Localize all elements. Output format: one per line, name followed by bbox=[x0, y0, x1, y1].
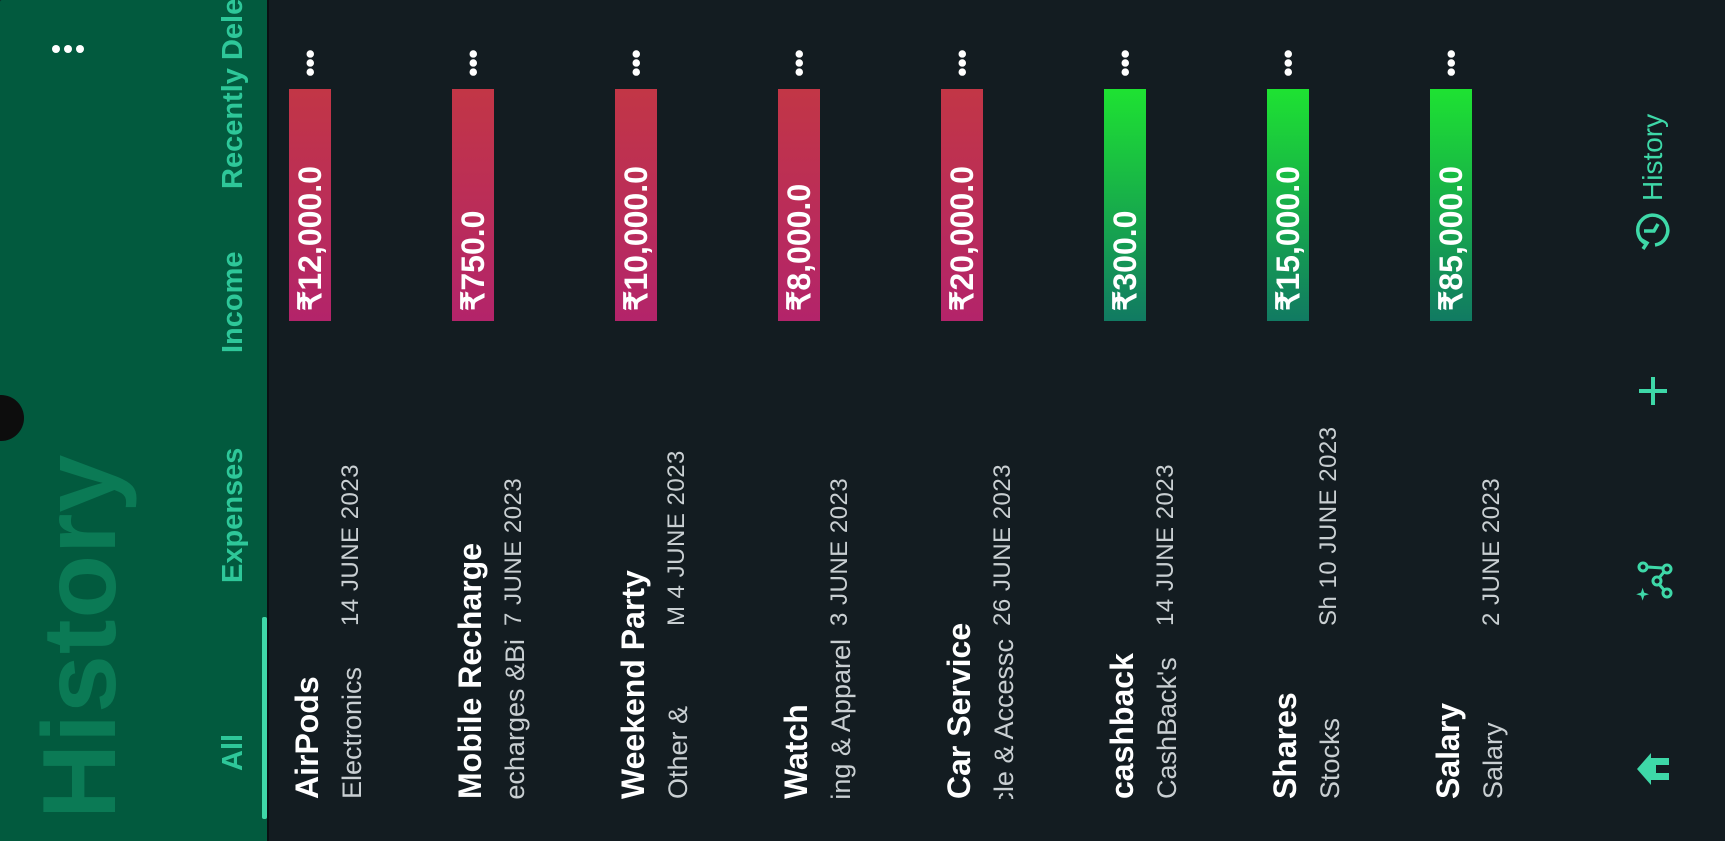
transaction-row[interactable]: cashback CashBack's 14 JUNE 2023 ₹300.0 ••• bbox=[1102, 0, 1232, 841]
app-header: History All Expenses Income Recently Del… bbox=[0, 0, 267, 841]
camera-cutout bbox=[0, 395, 24, 441]
transaction-date: Sh 10 JUNE 2023 bbox=[1315, 426, 1342, 626]
transaction-amount: ₹750.0 bbox=[452, 89, 494, 321]
more-horiz-icon[interactable]: ••• bbox=[1273, 49, 1303, 77]
transaction-category: Salary bbox=[1478, 722, 1508, 799]
transaction-title: cashback bbox=[1104, 653, 1140, 799]
transaction-category: Stocks bbox=[1315, 717, 1345, 799]
transaction-date: 3 JUNE 2023 bbox=[826, 477, 853, 626]
transaction-amount: ₹300.0 bbox=[1104, 89, 1146, 321]
transaction-category: hicle & Accessc bbox=[989, 639, 1019, 799]
transaction-category: Recharges &Bi bbox=[500, 639, 530, 799]
more-horiz-icon[interactable]: ••• bbox=[1436, 49, 1466, 77]
nav-history[interactable]: History bbox=[1580, 21, 1725, 251]
page-title: History bbox=[22, 453, 138, 819]
more-horiz-icon[interactable]: ••• bbox=[295, 49, 325, 77]
transaction-date: 26 JUNE 2023 bbox=[989, 463, 1016, 626]
transaction-amount: ₹15,000.0 bbox=[1267, 89, 1309, 321]
more-horiz-icon[interactable]: ••• bbox=[947, 49, 977, 77]
plus-icon bbox=[1636, 374, 1670, 408]
transaction-row[interactable]: AirPods Electronics 14 JUNE 2023 ₹12,000.0 •… bbox=[287, 0, 417, 841]
transaction-date: 2 JUNE 2023 bbox=[1478, 477, 1505, 626]
transaction-title: Car Service bbox=[941, 622, 977, 799]
more-horiz-icon[interactable]: ••• bbox=[458, 49, 488, 77]
history-icon bbox=[1633, 211, 1673, 251]
tab-income[interactable]: Income bbox=[217, 251, 249, 353]
bottom-navigation: History bbox=[1580, 0, 1725, 841]
transaction-date: 14 JUNE 2023 bbox=[337, 463, 364, 626]
transaction-title: Shares bbox=[1267, 692, 1303, 799]
nav-history-label: History bbox=[1636, 113, 1668, 201]
nav-add[interactable] bbox=[1580, 341, 1725, 441]
more-vert-icon[interactable] bbox=[48, 29, 88, 69]
transaction-amount: ₹10,000.0 bbox=[615, 89, 657, 321]
transaction-row[interactable]: Mobile Recharge Recharges &Bi 7 JUNE 2023 ₹… bbox=[450, 0, 580, 841]
transaction-row[interactable]: Watch ing & Apparel 3 JUNE 2023 ₹8,000.0 ••• bbox=[776, 0, 906, 841]
tab-recently-deleted[interactable]: Recently Dele bbox=[217, 0, 249, 189]
transaction-amount: ₹20,000.0 bbox=[941, 89, 983, 321]
nav-insights[interactable] bbox=[1580, 531, 1725, 631]
transaction-title: AirPods bbox=[289, 676, 325, 799]
transaction-title: Mobile Recharge bbox=[452, 542, 488, 799]
sparkle-chart-icon bbox=[1631, 559, 1675, 603]
transaction-amount: ₹12,000.0 bbox=[289, 89, 331, 321]
transaction-row[interactable]: Car Service hicle & Accessc 26 JUNE 2023 ₹2… bbox=[939, 0, 1069, 841]
more-horiz-icon[interactable]: ••• bbox=[784, 49, 814, 77]
tab-expenses[interactable]: Expenses bbox=[217, 447, 249, 583]
transaction-date: M 4 JUNE 2023 bbox=[663, 450, 690, 626]
transaction-date: 14 JUNE 2023 bbox=[1152, 463, 1179, 626]
transaction-title: Salary bbox=[1430, 702, 1466, 799]
transaction-category: & Other bbox=[663, 705, 693, 799]
transaction-date: 7 JUNE 2023 bbox=[500, 477, 527, 626]
transaction-amount: ₹85,000.0 bbox=[1430, 89, 1472, 321]
home-icon bbox=[1634, 750, 1672, 788]
more-horiz-icon[interactable]: ••• bbox=[621, 49, 651, 77]
transaction-amount: ₹8,000.0 bbox=[778, 89, 820, 321]
transaction-category: Electronics bbox=[337, 666, 367, 799]
tab-bar: All Expenses Income Recently Dele bbox=[200, 0, 267, 841]
transaction-row[interactable]: Salary Salary 2 JUNE 2023 ₹85,000.0 ••• bbox=[1428, 0, 1558, 841]
transaction-category: CashBack's bbox=[1152, 657, 1182, 799]
nav-home[interactable] bbox=[1580, 719, 1725, 819]
transaction-row[interactable]: Shares Stocks Sh 10 JUNE 2023 ₹15,000.0 ••• bbox=[1265, 0, 1395, 841]
transaction-row[interactable]: Weekend Party & Other M 4 JUNE 2023 ₹10,000… bbox=[613, 0, 743, 841]
transaction-title: Watch bbox=[778, 704, 814, 799]
tab-all[interactable]: All bbox=[217, 733, 249, 771]
header-divider bbox=[267, 0, 269, 841]
transaction-title: Weekend Party bbox=[615, 570, 651, 799]
more-horiz-icon[interactable]: ••• bbox=[1110, 49, 1140, 77]
transaction-category: ing & Apparel bbox=[826, 639, 856, 799]
